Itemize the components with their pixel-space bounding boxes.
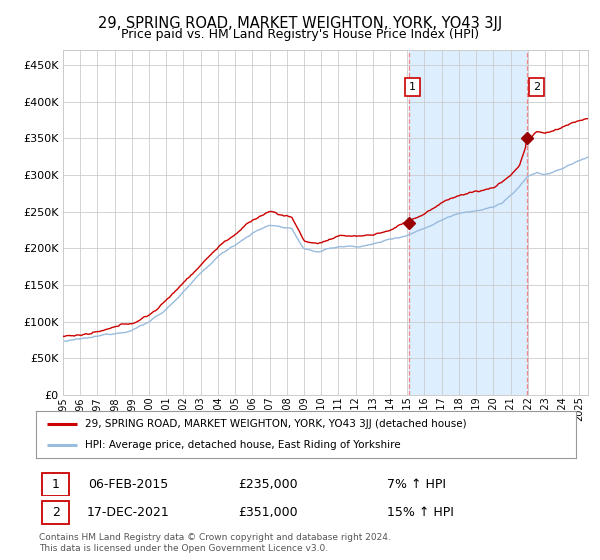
Text: 29, SPRING ROAD, MARKET WEIGHTON, YORK, YO43 3JJ (detached house): 29, SPRING ROAD, MARKET WEIGHTON, YORK, …: [85, 418, 466, 428]
FancyBboxPatch shape: [43, 473, 70, 496]
Text: 29, SPRING ROAD, MARKET WEIGHTON, YORK, YO43 3JJ: 29, SPRING ROAD, MARKET WEIGHTON, YORK, …: [98, 16, 502, 31]
Text: £351,000: £351,000: [238, 506, 298, 519]
Text: 1: 1: [409, 82, 416, 92]
Text: Price paid vs. HM Land Registry's House Price Index (HPI): Price paid vs. HM Land Registry's House …: [121, 28, 479, 41]
Text: 7% ↑ HPI: 7% ↑ HPI: [387, 478, 446, 491]
Text: 17-DEC-2021: 17-DEC-2021: [86, 506, 169, 519]
FancyBboxPatch shape: [43, 501, 70, 524]
Text: 06-FEB-2015: 06-FEB-2015: [88, 478, 168, 491]
Text: 2: 2: [52, 506, 60, 519]
Text: 1: 1: [52, 478, 60, 491]
Text: HPI: Average price, detached house, East Riding of Yorkshire: HPI: Average price, detached house, East…: [85, 440, 400, 450]
Text: 2: 2: [533, 82, 540, 92]
Text: Contains HM Land Registry data © Crown copyright and database right 2024.
This d: Contains HM Land Registry data © Crown c…: [39, 533, 391, 553]
Bar: [409, 50, 527, 395]
Text: 15% ↑ HPI: 15% ↑ HPI: [387, 506, 454, 519]
Text: £235,000: £235,000: [238, 478, 298, 491]
